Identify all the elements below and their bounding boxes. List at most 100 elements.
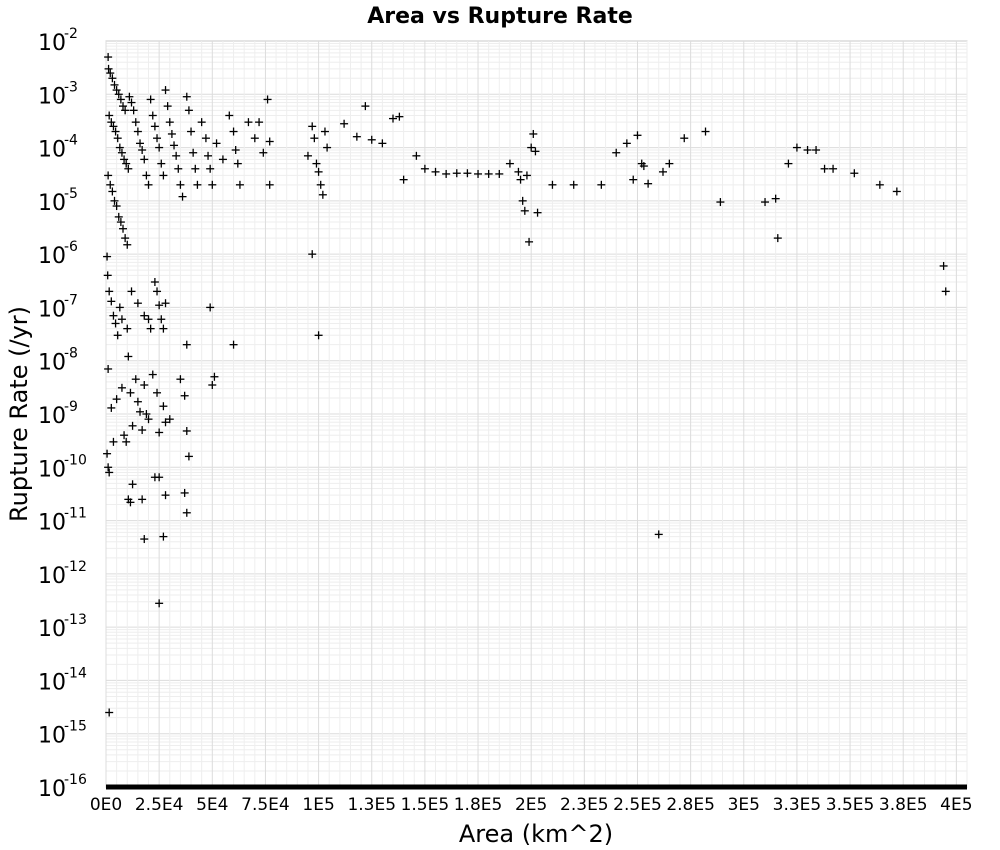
data-point bbox=[129, 106, 138, 115]
data-point bbox=[117, 383, 126, 392]
data-point bbox=[133, 397, 142, 406]
y-tick-base: 10 bbox=[38, 617, 66, 642]
data-point bbox=[144, 180, 153, 189]
y-tick-exponent: -6 bbox=[64, 239, 78, 255]
data-point bbox=[941, 287, 950, 296]
y-tick-exponent: -14 bbox=[64, 665, 87, 681]
data-point bbox=[148, 370, 157, 379]
data-point bbox=[265, 180, 274, 189]
data-point bbox=[204, 151, 213, 160]
y-tick-label: 10-4 bbox=[38, 133, 78, 163]
data-point bbox=[378, 139, 387, 148]
data-point bbox=[420, 164, 429, 173]
data-point bbox=[514, 167, 523, 176]
grid bbox=[105, 41, 968, 788]
data-point bbox=[144, 415, 153, 424]
data-point bbox=[622, 139, 631, 148]
data-point bbox=[142, 410, 151, 418]
data-point bbox=[784, 159, 793, 168]
data-point bbox=[103, 271, 112, 280]
y-tick-exponent: -5 bbox=[64, 186, 78, 202]
data-point bbox=[142, 171, 151, 180]
x-tick-label: 2.8E5 bbox=[666, 795, 715, 815]
data-point bbox=[189, 148, 198, 157]
data-point bbox=[105, 111, 114, 120]
data-point bbox=[235, 180, 244, 189]
data-point bbox=[850, 169, 859, 178]
data-point bbox=[812, 146, 821, 155]
data-point bbox=[109, 122, 118, 131]
data-point bbox=[701, 127, 710, 136]
data-point bbox=[320, 127, 329, 136]
y-tick-exponent: -4 bbox=[64, 133, 78, 149]
data-point bbox=[165, 415, 174, 424]
y-tick-exponent: -3 bbox=[64, 79, 78, 95]
data-point bbox=[939, 261, 948, 270]
data-point bbox=[231, 146, 240, 155]
data-point bbox=[126, 498, 135, 507]
data-point bbox=[117, 148, 126, 157]
data-point bbox=[184, 452, 193, 461]
data-point bbox=[107, 297, 116, 306]
data-point bbox=[529, 129, 538, 138]
data-point bbox=[820, 164, 829, 173]
y-tick-base: 10 bbox=[38, 351, 66, 376]
data-point bbox=[119, 224, 128, 233]
x-tick-label: 0E0 bbox=[90, 795, 122, 815]
y-tick-base: 10 bbox=[38, 724, 66, 749]
y-tick-base: 10 bbox=[38, 457, 66, 482]
data-point bbox=[110, 80, 119, 89]
data-point bbox=[161, 86, 170, 95]
data-point bbox=[210, 372, 219, 381]
x-tick-label: 1.3E5 bbox=[347, 795, 396, 815]
data-point bbox=[892, 187, 901, 196]
data-point bbox=[136, 407, 145, 416]
data-point bbox=[303, 151, 312, 160]
data-point bbox=[395, 112, 404, 121]
data-point bbox=[123, 324, 132, 333]
data-point bbox=[140, 535, 149, 544]
data-point bbox=[323, 143, 332, 152]
data-point bbox=[140, 311, 149, 320]
data-point bbox=[193, 180, 202, 189]
data-point bbox=[176, 375, 185, 384]
data-point bbox=[125, 92, 134, 101]
data-point bbox=[144, 315, 153, 324]
data-point bbox=[187, 127, 196, 136]
data-point bbox=[109, 437, 118, 446]
y-tick-base: 10 bbox=[38, 564, 66, 589]
data-point bbox=[138, 495, 147, 504]
data-point bbox=[314, 167, 323, 176]
data-point bbox=[105, 468, 114, 477]
data-point bbox=[771, 194, 780, 203]
x-tick-label: 1E5 bbox=[302, 795, 334, 815]
floor-band bbox=[106, 784, 967, 790]
data-point bbox=[182, 92, 191, 101]
data-point bbox=[159, 171, 168, 180]
data-point bbox=[121, 106, 130, 115]
y-tick-base: 10 bbox=[38, 670, 66, 695]
data-point bbox=[229, 127, 238, 136]
x-axis-label: Area (km^2) bbox=[459, 820, 613, 848]
data-point bbox=[569, 180, 578, 189]
data-point bbox=[108, 187, 117, 196]
data-point bbox=[225, 111, 234, 120]
data-point bbox=[106, 180, 115, 189]
data-point bbox=[310, 134, 319, 143]
data-point bbox=[654, 530, 663, 539]
data-point bbox=[172, 151, 181, 160]
data-point bbox=[399, 175, 408, 184]
data-point bbox=[318, 190, 327, 199]
y-tick-label: 10-7 bbox=[38, 292, 78, 322]
data-point bbox=[120, 155, 129, 164]
data-point bbox=[148, 111, 157, 120]
data-point bbox=[265, 137, 274, 146]
data-point bbox=[127, 98, 136, 107]
y-tick-exponent: -9 bbox=[64, 399, 78, 415]
data-point bbox=[114, 212, 123, 221]
y-axis-ticks: 10-1610-1510-1410-1310-1210-1110-1010-91… bbox=[38, 26, 87, 802]
data-point bbox=[155, 428, 164, 437]
data-point bbox=[112, 395, 121, 404]
chart-title: Area vs Rupture Rate bbox=[367, 4, 633, 29]
data-point bbox=[153, 388, 162, 397]
